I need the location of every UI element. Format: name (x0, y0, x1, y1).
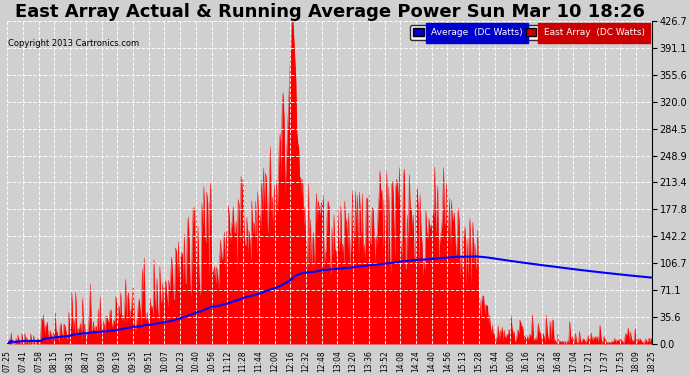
Title: East Array Actual & Running Average Power Sun Mar 10 18:26: East Array Actual & Running Average Powe… (14, 3, 644, 21)
Text: Copyright 2013 Cartronics.com: Copyright 2013 Cartronics.com (8, 39, 139, 48)
Legend: Average  (DC Watts), East Array  (DC Watts): Average (DC Watts), East Array (DC Watts… (411, 26, 647, 40)
